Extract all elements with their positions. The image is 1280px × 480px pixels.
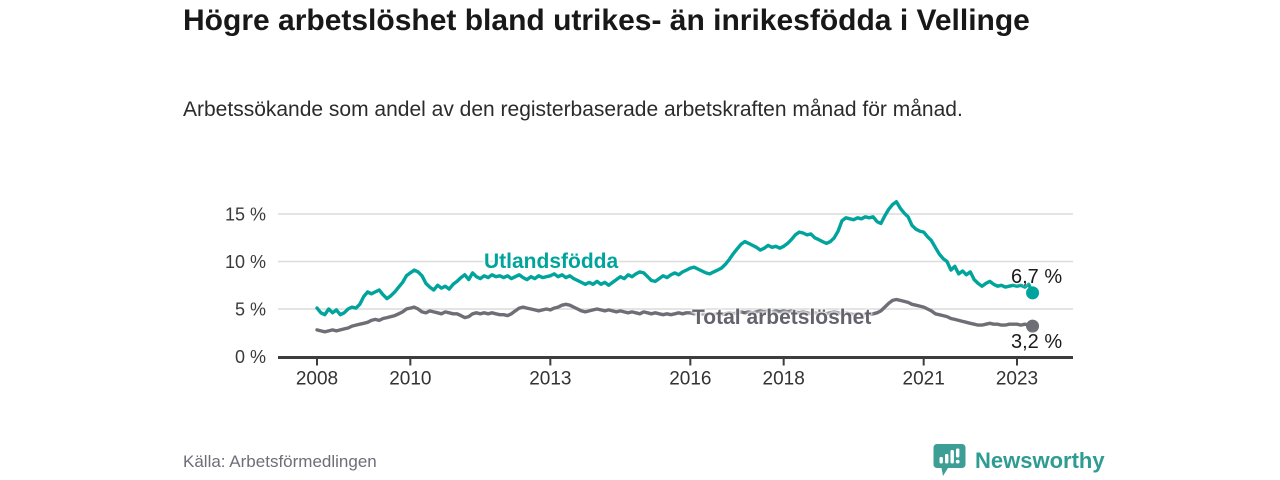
page-title: Högre arbetslöshet bland utrikes- än inr… — [183, 4, 1030, 37]
series-line-utlandsfodda — [315, 199, 1035, 317]
end-value-label-utlandsfodda: 6,7 % — [1011, 266, 1063, 288]
series-end-dot — [1026, 319, 1040, 333]
x-axis-tick-label: 2010 — [389, 369, 431, 390]
newsworthy-wordmark: Newsworthy — [975, 447, 1105, 473]
series-line-total — [315, 297, 1035, 334]
newsworthy-bubble-chart-icon — [933, 444, 966, 476]
source-attribution: Källa: Arbetsförmedlingen — [183, 452, 377, 471]
y-axis-tick-label: 10 % — [225, 252, 266, 272]
y-axis-tick-label: 15 % — [225, 205, 266, 225]
x-axis-tick-label: 2013 — [529, 369, 571, 390]
newsworthy-logo[interactable]: Newsworthy — [933, 443, 1105, 478]
x-axis-tick-label: 2016 — [669, 369, 711, 390]
chart-subtitle: Arbetssökande som andel av den registerb… — [183, 98, 963, 121]
x-axis-tick-label: 2018 — [763, 369, 805, 390]
x-axis-tick-label: 2021 — [903, 369, 945, 390]
series-end-dot — [1026, 286, 1040, 300]
x-axis-tick-label: 2023 — [996, 369, 1038, 390]
x-axis-tick-label: 2008 — [296, 369, 338, 390]
series-label-utlandsfodda: Utlandsfödda — [484, 250, 619, 273]
series-label-total-arbetsloshet: Total arbetslöshet — [692, 306, 872, 329]
y-axis-tick-label: 0 % — [235, 347, 266, 367]
y-axis-tick-label: 5 % — [235, 300, 266, 320]
end-value-label-total: 3,2 % — [1011, 331, 1063, 353]
